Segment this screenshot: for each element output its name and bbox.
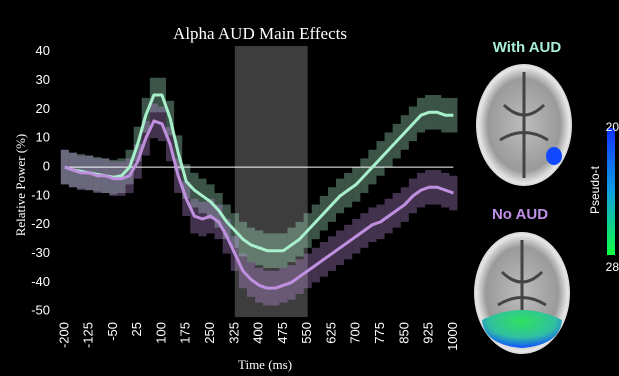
- y-tick-label: 40: [36, 43, 50, 58]
- x-tick-label: -200: [56, 322, 71, 348]
- brain-label: With AUD: [493, 39, 562, 56]
- y-tick-label: -20: [31, 216, 50, 231]
- y-tick-label: -50: [31, 303, 50, 318]
- x-tick-label: -125: [81, 322, 96, 348]
- y-tick-label: -30: [31, 245, 50, 260]
- x-tick-label: 925: [421, 322, 436, 344]
- y-tick-label: -10: [31, 187, 50, 202]
- x-tick-label: 775: [372, 322, 387, 344]
- chart-title: Alpha AUD Main Effects: [173, 24, 347, 43]
- brain-label: No AUD: [492, 206, 548, 223]
- x-tick-label: 250: [202, 322, 217, 344]
- brain-no-aud: No AUD: [475, 206, 569, 353]
- chart: Alpha AUD Main Effects Relative Power (%…: [0, 0, 619, 376]
- x-tick-label: 850: [396, 322, 411, 344]
- colorbar-tick-label: 28: [606, 260, 619, 274]
- colorbar-tick-label: 20: [606, 120, 619, 134]
- plot-area: -50 -40 -30 -20 -10 0 10 20 30 40 -200 -125 -50 25 100…: [31, 43, 460, 351]
- x-tick-label: -50: [105, 322, 120, 341]
- x-tick-label: 625: [323, 322, 338, 344]
- y-tick-label: 0: [43, 159, 50, 174]
- y-tick-label: -40: [31, 274, 50, 289]
- x-tick-label: 475: [275, 322, 290, 344]
- x-tick-label: 700: [348, 322, 363, 344]
- page: Alpha AUD Main Effects Relative Power (%…: [0, 0, 619, 376]
- activation: [546, 147, 562, 165]
- y-tick-label: 10: [36, 130, 50, 145]
- colorbar: [607, 128, 615, 255]
- y-tick-label: 30: [36, 72, 50, 87]
- x-tick-label: 25: [129, 322, 144, 336]
- x-tick-label: 550: [299, 322, 314, 344]
- x-tick-label: 100: [153, 322, 168, 344]
- x-tick-label: 400: [251, 322, 266, 344]
- brain-with-aud: With AUD: [477, 39, 571, 185]
- x-axis-label: Time (ms): [238, 357, 292, 372]
- x-tick-label: 325: [226, 322, 241, 344]
- colorbar-label: Pseudo-t: [588, 165, 602, 214]
- y-tick-label: 20: [36, 101, 50, 116]
- x-tick-label: 175: [178, 322, 193, 344]
- x-tick-label: 1000: [445, 322, 460, 351]
- y-axis-label: Relative Power (%): [13, 134, 28, 237]
